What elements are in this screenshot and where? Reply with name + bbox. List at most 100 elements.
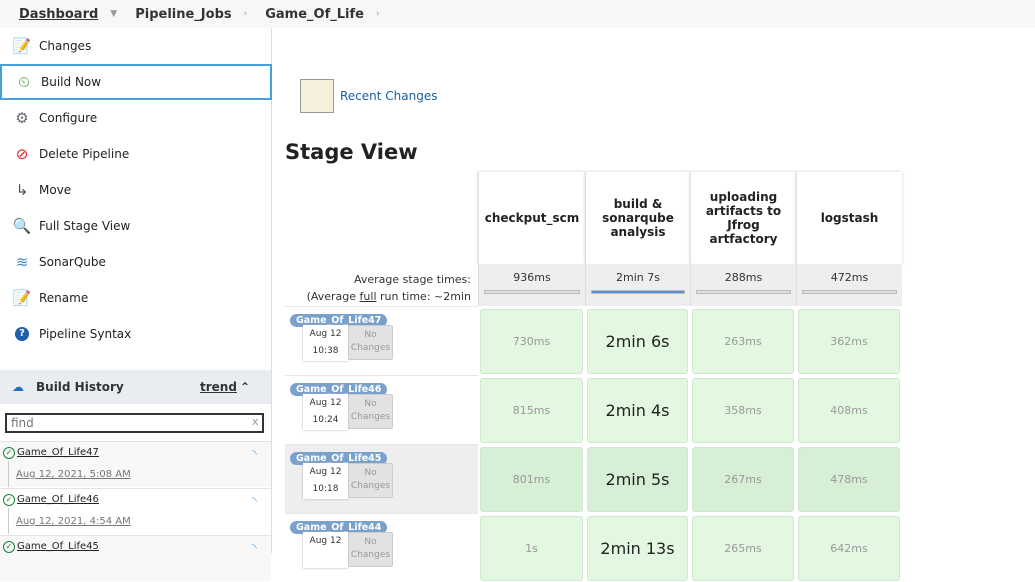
run-date-day: Aug 12	[309, 467, 342, 477]
recent-changes-link[interactable]: Recent Changes	[340, 89, 438, 103]
find-input[interactable]	[5, 413, 264, 433]
trend-link[interactable]: trend	[200, 380, 237, 394]
sonarqube-icon: ≋	[15, 253, 29, 271]
task-changes[interactable]: 📝 Changes	[0, 28, 271, 64]
no-changes: No Changes	[348, 463, 393, 498]
breadcrumb: Dashboard ▼ Pipeline_Jobs › Game_Of_Life ›	[0, 0, 1035, 28]
chevron-down-icon[interactable]: ▼	[110, 9, 118, 19]
run-date: Aug 12 10:24	[303, 394, 348, 430]
no-entry-icon: ⊘	[15, 145, 29, 163]
stage-cell[interactable]: 358ms	[692, 378, 794, 443]
stage-cell[interactable]: 730ms	[480, 309, 583, 374]
full-run-link[interactable]: full	[359, 290, 377, 303]
task-configure[interactable]: ⚙ Configure	[0, 100, 271, 136]
task-label: Rename	[39, 291, 89, 305]
stage-cell[interactable]: 642ms	[798, 516, 900, 581]
notepad-icon	[300, 79, 334, 113]
task-pipeline-syntax[interactable]: ? Pipeline Syntax	[0, 316, 271, 352]
cloud-icon: ☁	[12, 380, 24, 394]
avg-time: 288ms	[724, 271, 763, 284]
stage-cell[interactable]: 362ms	[798, 309, 900, 374]
stage-cell[interactable]: 815ms	[480, 378, 583, 443]
task-build-now[interactable]: ⏲ Build Now	[0, 64, 272, 100]
task-label: Full Stage View	[39, 219, 131, 233]
build-date-link[interactable]: Aug 12, 2021, 4:54 AM	[16, 516, 131, 527]
breadcrumb-game-of-life[interactable]: Game_Of_Life	[265, 6, 364, 22]
task-rename[interactable]: 📝 Rename	[0, 280, 271, 316]
stage-average: 2min 7s	[585, 264, 690, 306]
run-date-time: 10:18	[312, 484, 339, 494]
task-delete-pipeline[interactable]: ⊘ Delete Pipeline	[0, 136, 271, 172]
run-date-day: Aug 12	[309, 329, 342, 339]
build-link[interactable]: Game_Of_Life47	[17, 447, 99, 458]
build-history-header: ☁ Build History trend ⌃	[0, 370, 271, 404]
stage-header: checkput_scm	[478, 172, 585, 264]
no-changes: No Changes	[348, 325, 393, 360]
sidebar: 📝 Changes ⏲ Build Now ⚙ Configure ⊘ Delete P…	[0, 28, 272, 581]
task-label: Delete Pipeline	[39, 147, 130, 161]
run-badge[interactable]: Game_Of_Life45	[290, 452, 388, 465]
stage-cell[interactable]: 265ms	[692, 516, 794, 581]
run-date-time: 10:24	[312, 415, 339, 425]
run-date-day: Aug 12	[309, 398, 342, 408]
stage-average: 288ms	[690, 264, 796, 306]
stage-cell[interactable]: 267ms	[692, 447, 794, 512]
stage-cell[interactable]: 1s	[480, 516, 583, 581]
clear-find-button[interactable]: x	[252, 415, 259, 428]
stage-average: 936ms	[478, 264, 585, 306]
console-icon[interactable]: ◝	[252, 494, 257, 508]
success-check-icon: ✓	[3, 541, 15, 553]
success-check-icon: ✓	[3, 447, 15, 459]
stage-cell[interactable]: 263ms	[692, 309, 794, 374]
avg-bar	[591, 290, 685, 294]
console-icon[interactable]: ◝	[252, 541, 257, 555]
help-icon: ?	[12, 324, 32, 344]
run-date: Aug 12 10:18	[303, 463, 348, 499]
history-item: ✓ Game_Of_Life47 Aug 12, 2021, 5:08 AM ◝	[0, 441, 271, 487]
build-date-link[interactable]: Aug 12, 2021, 5:08 AM	[16, 469, 131, 480]
average-stage-times-label: Average stage times: (Average full run ti…	[285, 264, 475, 322]
stage-cell[interactable]: 2min 13s	[587, 516, 688, 581]
run-date-day: Aug 12	[309, 536, 342, 546]
stage-header: build & sonarqube analysis	[585, 172, 690, 264]
run-date: Aug 12 10:38	[303, 325, 348, 361]
avg-time: 2min 7s	[616, 271, 660, 284]
run-date: Aug 12	[303, 532, 348, 568]
run-badge[interactable]: Game_Of_Life46	[290, 383, 388, 396]
task-label: Pipeline Syntax	[39, 327, 132, 341]
build-link[interactable]: Game_Of_Life45	[17, 541, 99, 552]
chevron-right-icon[interactable]: ›	[243, 9, 248, 19]
run-row: Game_Of_Life47 Aug 12 10:38 No Changes	[285, 306, 478, 375]
clock-play-icon: ⏲	[18, 73, 30, 91]
stage-cell[interactable]: 478ms	[798, 447, 900, 512]
avg-bar	[802, 290, 897, 294]
stage-header: uploading artifacts to Jfrog artfactory	[690, 172, 796, 264]
stage-cell[interactable]: 801ms	[480, 447, 583, 512]
magnifier-icon: 🔍	[12, 217, 32, 235]
task-full-stage-view[interactable]: 🔍 Full Stage View	[0, 208, 271, 244]
task-move[interactable]: ↳ Move	[0, 172, 271, 208]
stage-cell[interactable]: 2min 5s	[587, 447, 688, 512]
run-date-time: 10:38	[312, 346, 339, 356]
breadcrumb-pipeline-jobs[interactable]: Pipeline_Jobs	[135, 6, 232, 22]
task-label: Build Now	[41, 75, 102, 89]
avg-time: 936ms	[513, 271, 551, 284]
move-icon: ↳	[15, 181, 29, 199]
avg-label: Average stage times:	[354, 273, 471, 286]
run-badge[interactable]: Game_Of_Life47	[290, 314, 388, 327]
stage-cell[interactable]: 408ms	[798, 378, 900, 443]
run-badge[interactable]: Game_Of_Life44	[290, 521, 388, 534]
stage-cell[interactable]: 2min 4s	[587, 378, 688, 443]
collapse-chevron-icon[interactable]: ⌃	[240, 380, 251, 394]
chevron-right-icon[interactable]: ›	[375, 9, 380, 19]
stage-cell[interactable]: 2min 6s	[587, 309, 688, 374]
stage-view-title: Stage View	[285, 140, 418, 164]
no-changes: No Changes	[348, 532, 393, 567]
no-changes: No Changes	[348, 394, 393, 429]
breadcrumb-dashboard[interactable]: Dashboard	[19, 6, 99, 22]
avg-time: 472ms	[830, 271, 869, 284]
console-icon[interactable]: ◝	[252, 447, 257, 461]
task-sonarqube[interactable]: ≋ SonarQube	[0, 244, 271, 280]
recent-changes: Recent Changes	[300, 79, 437, 113]
build-link[interactable]: Game_Of_Life46	[17, 494, 99, 505]
